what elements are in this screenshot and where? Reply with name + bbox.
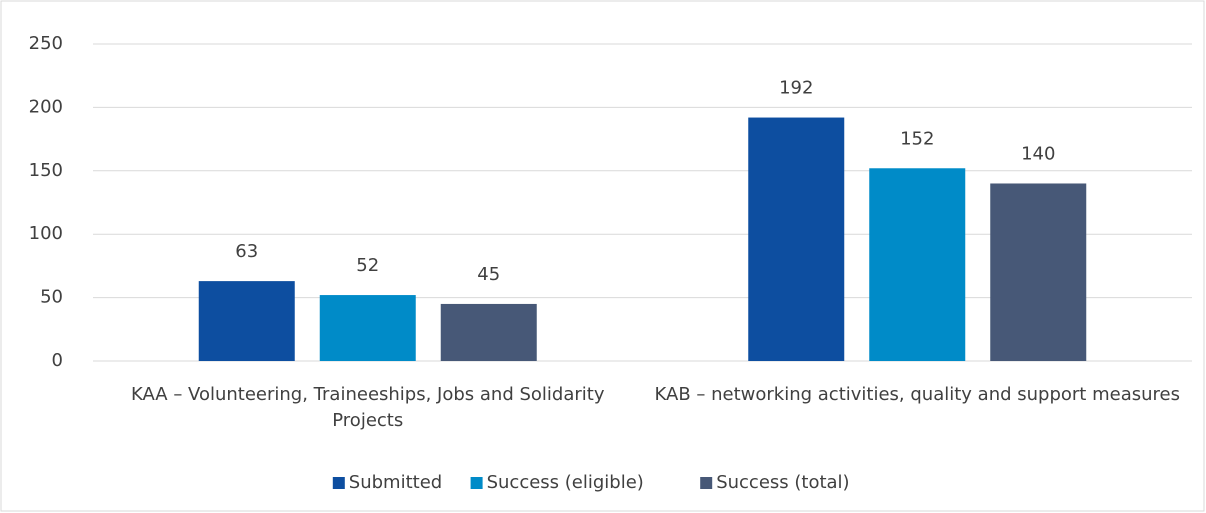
legend-label: Success (total) <box>716 472 849 493</box>
legend-label: Success (eligible) <box>487 472 644 493</box>
y-tick-label: 0 <box>52 350 63 371</box>
data-label: 52 <box>356 255 379 276</box>
y-tick-label: 100 <box>29 223 63 244</box>
bar <box>990 183 1087 361</box>
y-tick-label: 200 <box>29 96 63 117</box>
y-tick-label: 50 <box>40 287 63 308</box>
x-tick-label: KAB – networking activities, quality and… <box>654 384 1180 405</box>
legend-swatch <box>332 477 345 489</box>
bar <box>440 303 537 361</box>
legend-swatch <box>470 477 483 489</box>
data-label: 152 <box>900 128 934 149</box>
data-label: 192 <box>779 78 813 99</box>
y-tick-label: 250 <box>29 33 63 54</box>
bar <box>319 295 416 361</box>
legend-swatch <box>700 477 713 489</box>
data-label: 63 <box>235 241 258 262</box>
legend-label: Submitted <box>349 472 442 493</box>
x-tick-label: KAA – Volunteering, Traineeships, Jobs a… <box>130 384 605 431</box>
data-label: 140 <box>1021 143 1055 164</box>
bar <box>198 281 295 361</box>
data-label: 45 <box>477 264 500 285</box>
bar <box>748 117 845 361</box>
bar <box>869 168 966 361</box>
y-tick-label: 150 <box>29 160 63 181</box>
